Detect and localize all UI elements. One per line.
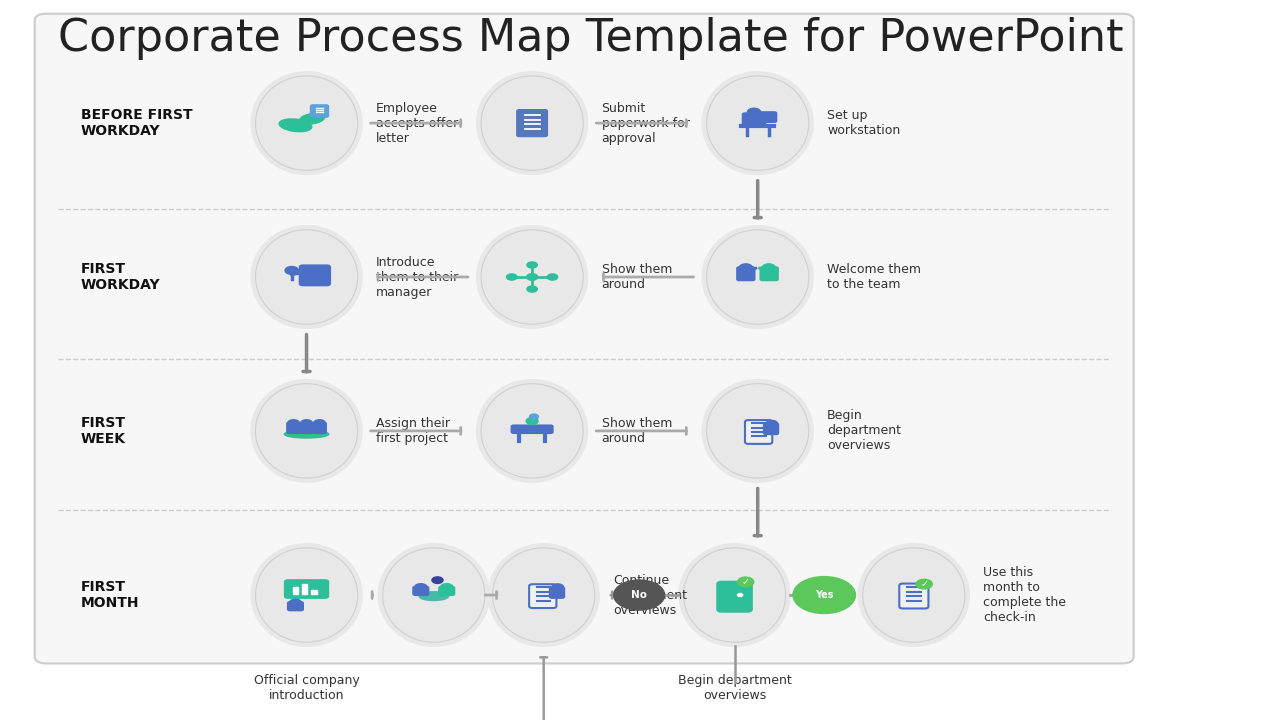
FancyBboxPatch shape	[288, 602, 303, 611]
Circle shape	[288, 420, 300, 427]
Circle shape	[552, 584, 563, 591]
Text: No: No	[631, 590, 648, 600]
Text: FIRST
WEEK: FIRST WEEK	[81, 415, 125, 446]
FancyBboxPatch shape	[439, 587, 454, 595]
Circle shape	[527, 262, 538, 268]
FancyBboxPatch shape	[763, 423, 778, 434]
Text: Corporate Process Map Template for PowerPoint: Corporate Process Map Template for Power…	[58, 17, 1124, 60]
FancyBboxPatch shape	[900, 584, 928, 608]
FancyBboxPatch shape	[745, 420, 772, 444]
FancyBboxPatch shape	[311, 590, 316, 594]
Circle shape	[301, 420, 312, 427]
Text: ✓: ✓	[920, 579, 928, 589]
Ellipse shape	[476, 72, 588, 174]
FancyBboxPatch shape	[760, 267, 778, 281]
FancyBboxPatch shape	[312, 423, 326, 433]
FancyBboxPatch shape	[517, 109, 548, 137]
Circle shape	[765, 420, 778, 428]
Text: Yes: Yes	[815, 590, 833, 600]
Ellipse shape	[284, 431, 329, 438]
Text: Begin
department
overviews: Begin department overviews	[827, 410, 901, 452]
Circle shape	[748, 108, 760, 116]
Ellipse shape	[379, 544, 489, 647]
Text: Continue
department
overviews: Continue department overviews	[613, 574, 687, 616]
Circle shape	[916, 580, 932, 589]
Circle shape	[613, 580, 664, 610]
FancyBboxPatch shape	[287, 423, 301, 433]
Text: Welcome them
to the team: Welcome them to the team	[827, 263, 922, 291]
Text: Assign their
first project: Assign their first project	[376, 417, 451, 445]
Ellipse shape	[251, 379, 362, 482]
Text: Show them
around: Show them around	[602, 417, 672, 445]
Ellipse shape	[300, 114, 325, 124]
FancyBboxPatch shape	[35, 14, 1134, 663]
Text: FIRST
WORKDAY: FIRST WORKDAY	[81, 262, 160, 292]
Text: Begin department
overviews: Begin department overviews	[677, 674, 791, 702]
FancyBboxPatch shape	[529, 584, 557, 608]
Circle shape	[314, 420, 325, 427]
Circle shape	[431, 577, 443, 583]
Circle shape	[526, 274, 538, 280]
Ellipse shape	[251, 544, 362, 647]
Ellipse shape	[419, 592, 448, 600]
FancyBboxPatch shape	[717, 581, 753, 612]
FancyBboxPatch shape	[549, 587, 564, 598]
Text: Employee
accepts offer
letter: Employee accepts offer letter	[376, 102, 458, 145]
Ellipse shape	[678, 544, 790, 647]
Circle shape	[737, 577, 754, 587]
Text: Set up
workstation: Set up workstation	[827, 109, 900, 137]
Circle shape	[739, 264, 753, 271]
Circle shape	[762, 264, 776, 271]
Circle shape	[737, 593, 742, 597]
FancyBboxPatch shape	[742, 113, 765, 127]
Text: ✓: ✓	[741, 577, 750, 587]
Ellipse shape	[703, 72, 813, 174]
Ellipse shape	[279, 119, 312, 132]
FancyBboxPatch shape	[300, 265, 330, 286]
Text: Use this
month to
complete the
check-in: Use this month to complete the check-in	[983, 566, 1066, 624]
Ellipse shape	[251, 225, 362, 328]
Text: FIRST
MONTH: FIRST MONTH	[81, 580, 140, 610]
Text: BEFORE FIRST
WORKDAY: BEFORE FIRST WORKDAY	[81, 108, 192, 138]
FancyBboxPatch shape	[284, 580, 329, 598]
FancyBboxPatch shape	[302, 584, 307, 594]
FancyBboxPatch shape	[758, 112, 777, 122]
FancyBboxPatch shape	[737, 267, 755, 281]
Text: Submit
paperwork for
approval: Submit paperwork for approval	[602, 102, 690, 145]
Text: Show them
around: Show them around	[602, 263, 672, 291]
Circle shape	[530, 414, 539, 419]
Ellipse shape	[251, 72, 362, 174]
Circle shape	[527, 286, 538, 292]
Circle shape	[507, 274, 517, 280]
Ellipse shape	[488, 544, 599, 647]
Circle shape	[285, 266, 298, 274]
FancyBboxPatch shape	[413, 587, 429, 595]
Ellipse shape	[859, 544, 969, 647]
Ellipse shape	[476, 225, 588, 328]
FancyBboxPatch shape	[511, 425, 553, 433]
FancyBboxPatch shape	[293, 588, 298, 594]
FancyBboxPatch shape	[311, 105, 329, 117]
Circle shape	[526, 418, 538, 425]
Text: Official company
introduction: Official company introduction	[253, 674, 360, 702]
FancyBboxPatch shape	[300, 423, 314, 433]
Circle shape	[289, 599, 301, 606]
Circle shape	[415, 584, 428, 591]
Ellipse shape	[703, 225, 813, 328]
Circle shape	[440, 584, 453, 591]
Ellipse shape	[703, 379, 813, 482]
Circle shape	[548, 274, 558, 280]
Circle shape	[794, 577, 855, 613]
Ellipse shape	[476, 379, 588, 482]
Text: Introduce
them to their
manager: Introduce them to their manager	[376, 256, 458, 299]
